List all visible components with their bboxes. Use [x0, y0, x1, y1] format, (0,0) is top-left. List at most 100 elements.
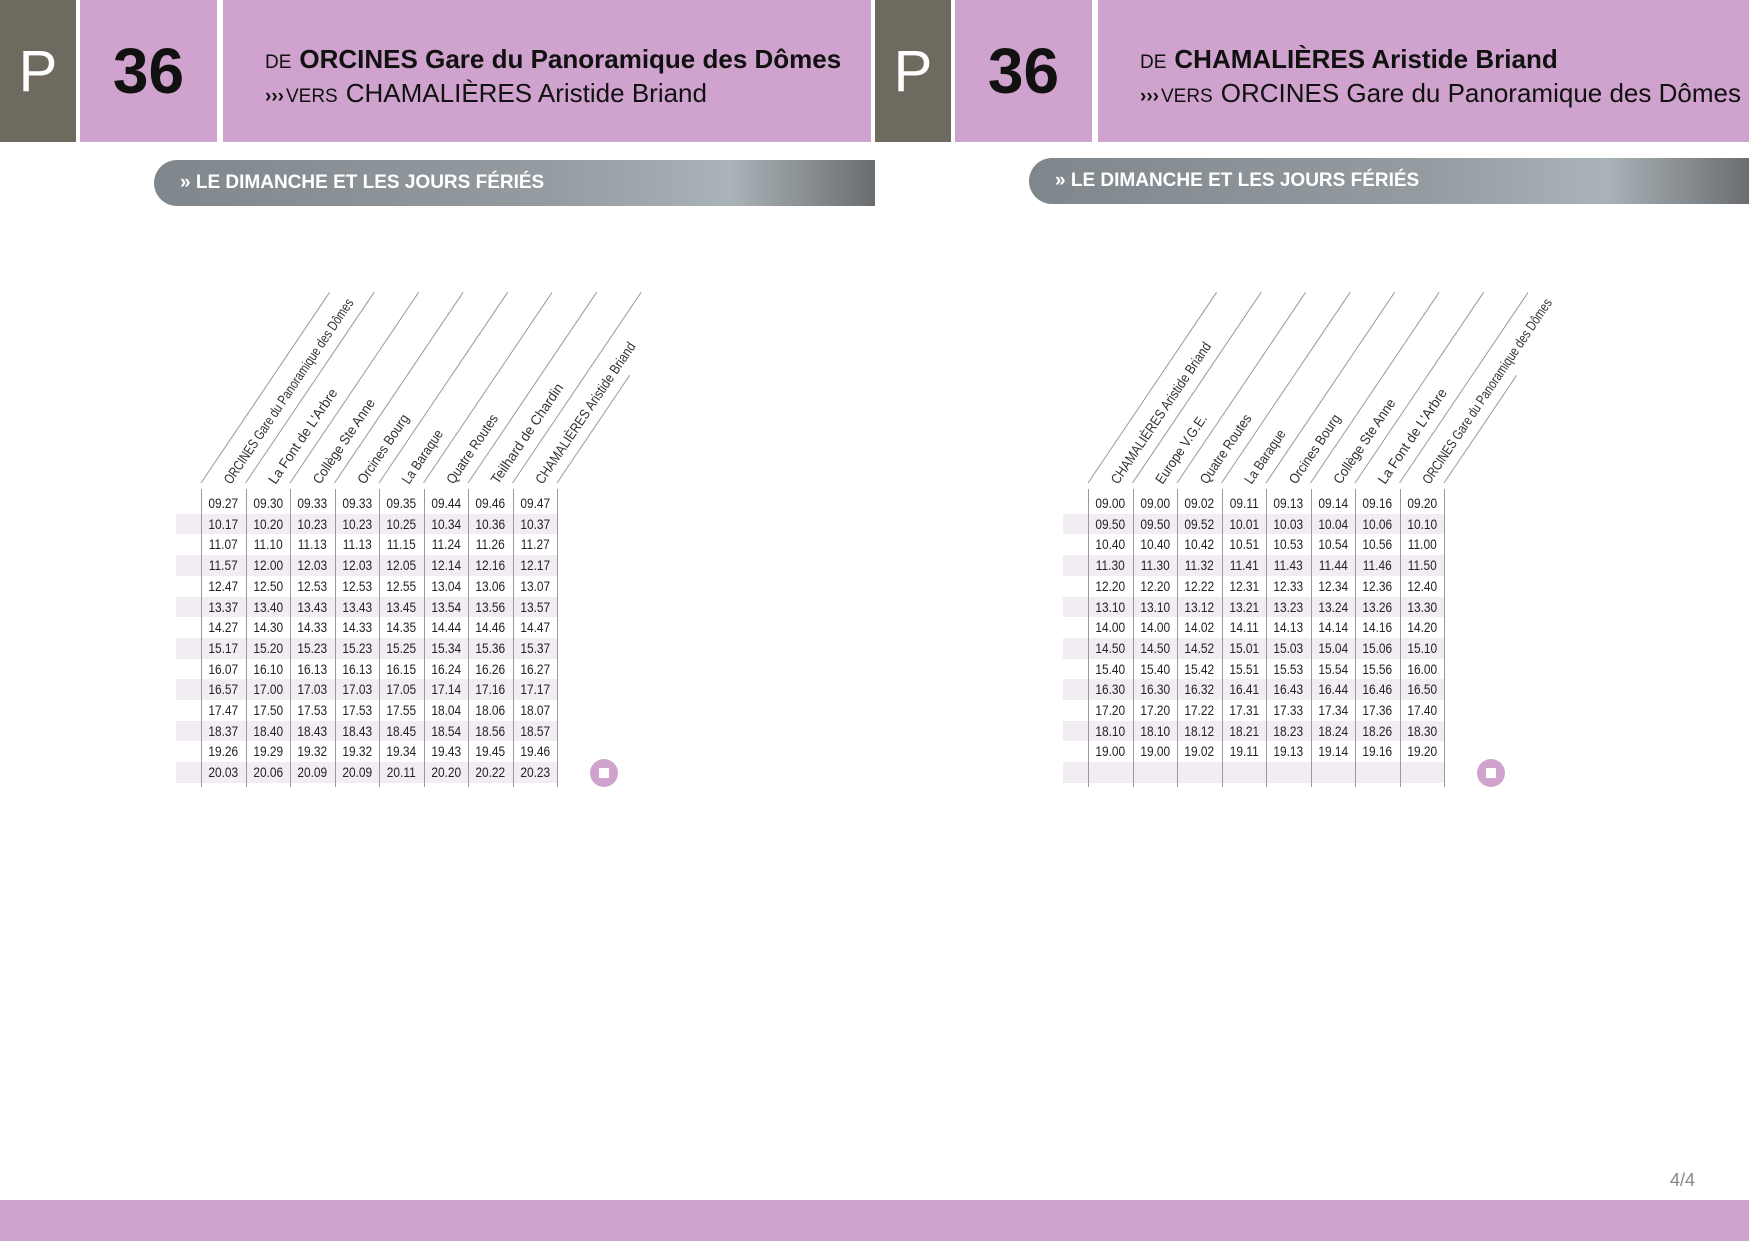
column-divider — [423, 489, 425, 787]
time-cell: 17.34 — [1317, 702, 1348, 718]
time-cell: 09.20 — [1406, 495, 1437, 511]
time-cell: 15.06 — [1362, 639, 1393, 656]
time-cell: 10.04 — [1317, 515, 1348, 532]
time-cell: 15.20 — [252, 639, 283, 656]
time-cell: 14.50 — [1095, 639, 1126, 656]
time-cell: 10.40 — [1095, 536, 1126, 553]
time-cell: 14.47 — [519, 619, 550, 636]
time-cell: 15.25 — [386, 639, 417, 656]
table-row: 12.20 12.20 12.22 12.31 12.33 12.34 12.36 12.40 — [1063, 576, 1444, 597]
time-cell: 20.22 — [475, 764, 506, 781]
time-cell: 13.12 — [1184, 598, 1215, 615]
header-divider — [378, 292, 509, 484]
header-divider — [1265, 292, 1396, 484]
time-cell: 09.27 — [208, 495, 239, 511]
time-cell: 19.13 — [1273, 743, 1304, 760]
column-divider — [1221, 489, 1223, 787]
table-row: 11.07 11.10 11.13 11.13 11.15 11.24 11.26 11.27 — [176, 534, 557, 555]
time-cell: 19.00 — [1095, 743, 1126, 760]
time-cell: 17.47 — [208, 702, 239, 718]
time-cell: 12.03 — [341, 557, 372, 574]
time-cell: 11.27 — [520, 536, 550, 553]
column-divider — [201, 489, 202, 787]
time-cell: 15.37 — [519, 639, 550, 656]
time-cell: 20.11 — [386, 764, 416, 781]
time-cell: 17.40 — [1406, 702, 1437, 718]
time-cell: 10.51 — [1228, 536, 1259, 553]
time-cell: 14.20 — [1406, 619, 1437, 636]
time-cell: 09.13 — [1273, 495, 1304, 511]
header-divider — [1399, 292, 1529, 484]
time-cell: 17.14 — [430, 681, 461, 698]
table-row: 09.00 09.00 09.02 09.11 09.13 09.14 09.16 09.20 — [1063, 493, 1444, 514]
time-cell: 15.42 — [1184, 660, 1215, 677]
time-cell: 09.35 — [386, 495, 417, 511]
time-cell: 15.04 — [1317, 639, 1348, 656]
time-cell: 15.53 — [1273, 660, 1304, 677]
header-divider — [512, 292, 642, 484]
time-cell: 09.16 — [1362, 495, 1393, 511]
time-cell: 13.45 — [386, 598, 417, 615]
time-cell: 14.30 — [252, 619, 283, 636]
time-cell: 15.36 — [475, 639, 506, 656]
time-cell: 18.40 — [252, 722, 283, 739]
column-divider — [245, 489, 247, 787]
triple-chevron-icon: ››› — [265, 86, 284, 107]
table-row: 11.30 11.30 11.32 11.41 11.43 11.44 11.46 11.50 — [1063, 555, 1444, 576]
time-cell: 09.46 — [475, 495, 506, 511]
time-cell: 09.50 — [1139, 515, 1170, 532]
time-cell: 13.30 — [1406, 598, 1437, 615]
de-label: DE — [265, 52, 292, 73]
time-cell: 09.02 — [1184, 495, 1215, 511]
time-cell: 17.16 — [475, 681, 506, 698]
to-stop: CHAMALIÈRES Aristide Briand — [345, 78, 707, 108]
time-cell: 18.12 — [1184, 722, 1215, 739]
time-cell: 10.23 — [341, 515, 372, 532]
time-cell: 10.25 — [386, 515, 417, 532]
time-cell: 10.56 — [1362, 536, 1393, 553]
column-divider — [1132, 489, 1134, 787]
footer-bar — [0, 1200, 1749, 1241]
header-divider — [245, 292, 375, 484]
time-cell: 11.24 — [431, 536, 461, 553]
time-cell: 18.06 — [475, 702, 506, 718]
time-cell: 20.06 — [252, 764, 283, 781]
from-stop: CHAMALIÈRES Aristide Briand — [1174, 44, 1558, 74]
table-row: 19.26 19.29 19.32 19.32 19.34 19.43 19.45 19.46 — [176, 741, 557, 762]
time-cell: 10.53 — [1273, 536, 1304, 553]
column-divider — [290, 489, 291, 787]
time-cell: 15.54 — [1317, 660, 1348, 677]
time-cell: 18.26 — [1362, 722, 1393, 739]
table-row: 14.50 14.50 14.52 15.01 15.03 15.04 15.06 15.10 — [1063, 637, 1444, 659]
time-cell: 16.46 — [1362, 681, 1393, 698]
column-divider — [1177, 489, 1178, 787]
time-cell: 17.53 — [341, 702, 372, 718]
time-cell: 09.00 — [1095, 495, 1126, 511]
time-cell: 11.30 — [1095, 557, 1125, 574]
time-cell: 09.33 — [297, 495, 328, 511]
time-cell: 19.29 — [252, 743, 283, 760]
time-cell: 12.03 — [297, 557, 328, 574]
time-cell: 16.00 — [1406, 660, 1437, 677]
time-cell: 17.00 — [252, 681, 283, 698]
time-cell: 13.10 — [1095, 598, 1126, 615]
header-divider — [1443, 374, 1518, 484]
time-cell: 09.52 — [1184, 515, 1215, 532]
time-cell: 16.13 — [297, 660, 328, 677]
time-cell: 12.20 — [1095, 577, 1126, 594]
line-number: 36 — [80, 0, 217, 142]
time-cell: 18.07 — [519, 702, 550, 718]
time-cell: 13.26 — [1362, 598, 1393, 615]
time-cell: 11.26 — [475, 536, 505, 553]
time-cell: 11.41 — [1229, 557, 1259, 574]
table-row: 14.27 14.30 14.33 14.33 14.35 14.44 14.46 14.47 — [176, 617, 557, 638]
time-cell: 12.20 — [1139, 577, 1170, 594]
time-cell: 15.03 — [1273, 639, 1304, 656]
table-row: 15.40 15.40 15.42 15.51 15.53 15.54 15.56 16.00 — [1063, 659, 1444, 680]
time-cell: 14.00 — [1139, 619, 1170, 636]
time-cell: 15.34 — [430, 639, 461, 656]
vers-label: VERS — [1160, 86, 1213, 107]
time-cell: 17.55 — [386, 702, 417, 718]
column-divider — [1310, 489, 1312, 787]
